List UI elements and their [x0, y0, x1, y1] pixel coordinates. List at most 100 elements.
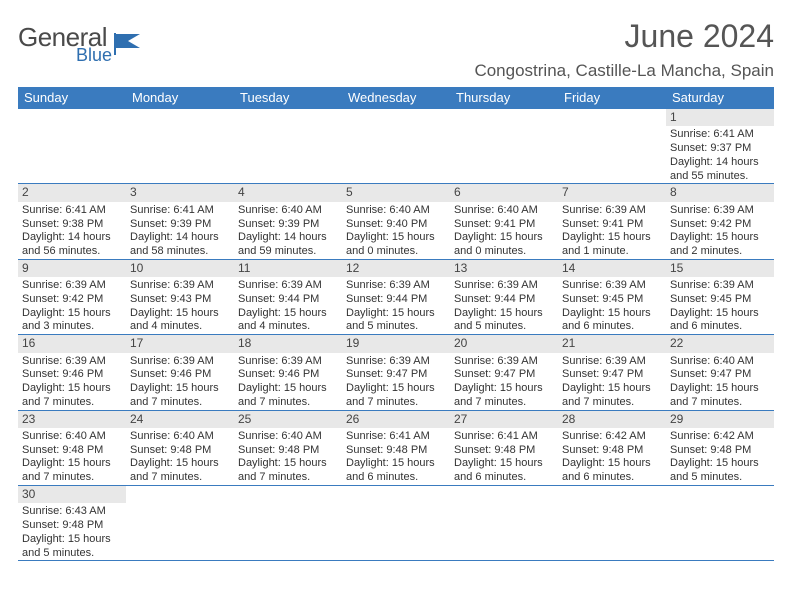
day-info: Sunrise: 6:41 AMSunset: 9:38 PMDaylight:… [18, 202, 126, 259]
sunset-text: Sunset: 9:48 PM [238, 444, 338, 458]
sunrise-text: Sunrise: 6:39 AM [22, 355, 122, 369]
day-header: Thursday [450, 87, 558, 109]
day-number: 9 [18, 260, 126, 277]
sunset-text: Sunset: 9:46 PM [130, 368, 230, 382]
calendar-cell: 1Sunrise: 6:41 AMSunset: 9:37 PMDaylight… [666, 109, 774, 183]
sunset-text: Sunset: 9:45 PM [670, 293, 770, 307]
daylight-text: Daylight: 15 hours and 7 minutes. [22, 382, 122, 410]
calendar-cell: 7Sunrise: 6:39 AMSunset: 9:41 PMDaylight… [558, 184, 666, 258]
sunrise-text: Sunrise: 6:39 AM [22, 279, 122, 293]
day-number: 20 [450, 335, 558, 352]
day-number: 1 [666, 109, 774, 126]
sunset-text: Sunset: 9:45 PM [562, 293, 662, 307]
location-text: Congostrina, Castille-La Mancha, Spain [474, 61, 774, 81]
day-info: Sunrise: 6:39 AMSunset: 9:44 PMDaylight:… [342, 277, 450, 334]
calendar-cell [558, 109, 666, 183]
calendar-cell: 27Sunrise: 6:41 AMSunset: 9:48 PMDayligh… [450, 411, 558, 485]
day-number: 6 [450, 184, 558, 201]
sunset-text: Sunset: 9:47 PM [454, 368, 554, 382]
daylight-text: Daylight: 15 hours and 5 minutes. [670, 457, 770, 485]
sunrise-text: Sunrise: 6:39 AM [670, 204, 770, 218]
daylight-text: Daylight: 15 hours and 7 minutes. [670, 382, 770, 410]
sunset-text: Sunset: 9:41 PM [562, 218, 662, 232]
day-info: Sunrise: 6:40 AMSunset: 9:40 PMDaylight:… [342, 202, 450, 259]
day-info: Sunrise: 6:41 AMSunset: 9:39 PMDaylight:… [126, 202, 234, 259]
calendar-cell [126, 109, 234, 183]
sunset-text: Sunset: 9:39 PM [238, 218, 338, 232]
week-row: 23Sunrise: 6:40 AMSunset: 9:48 PMDayligh… [18, 411, 774, 486]
daylight-text: Daylight: 14 hours and 55 minutes. [670, 156, 770, 184]
daylight-text: Daylight: 14 hours and 59 minutes. [238, 231, 338, 259]
calendar-cell: 8Sunrise: 6:39 AMSunset: 9:42 PMDaylight… [666, 184, 774, 258]
sunset-text: Sunset: 9:40 PM [346, 218, 446, 232]
daylight-text: Daylight: 15 hours and 5 minutes. [22, 533, 122, 561]
day-header: Monday [126, 87, 234, 109]
daylight-text: Daylight: 15 hours and 0 minutes. [454, 231, 554, 259]
calendar-cell: 13Sunrise: 6:39 AMSunset: 9:44 PMDayligh… [450, 260, 558, 334]
day-info: Sunrise: 6:39 AMSunset: 9:45 PMDaylight:… [666, 277, 774, 334]
daylight-text: Daylight: 15 hours and 5 minutes. [454, 307, 554, 335]
day-number: 18 [234, 335, 342, 352]
calendar-cell: 12Sunrise: 6:39 AMSunset: 9:44 PMDayligh… [342, 260, 450, 334]
sunrise-text: Sunrise: 6:40 AM [238, 430, 338, 444]
sunset-text: Sunset: 9:48 PM [670, 444, 770, 458]
sunset-text: Sunset: 9:43 PM [130, 293, 230, 307]
flag-icon [114, 33, 144, 55]
daylight-text: Daylight: 15 hours and 7 minutes. [130, 382, 230, 410]
sunset-text: Sunset: 9:38 PM [22, 218, 122, 232]
day-info: Sunrise: 6:41 AMSunset: 9:48 PMDaylight:… [450, 428, 558, 485]
calendar-cell: 17Sunrise: 6:39 AMSunset: 9:46 PMDayligh… [126, 335, 234, 409]
sunset-text: Sunset: 9:48 PM [22, 444, 122, 458]
day-info: Sunrise: 6:40 AMSunset: 9:48 PMDaylight:… [18, 428, 126, 485]
sunset-text: Sunset: 9:46 PM [238, 368, 338, 382]
sunset-text: Sunset: 9:48 PM [22, 519, 122, 533]
day-info: Sunrise: 6:39 AMSunset: 9:42 PMDaylight:… [18, 277, 126, 334]
day-number: 7 [558, 184, 666, 201]
calendar-cell [234, 109, 342, 183]
day-number: 21 [558, 335, 666, 352]
daylight-text: Daylight: 15 hours and 7 minutes. [130, 457, 230, 485]
calendar-cell [234, 486, 342, 560]
calendar-cell: 30Sunrise: 6:43 AMSunset: 9:48 PMDayligh… [18, 486, 126, 560]
day-number: 14 [558, 260, 666, 277]
day-number [234, 109, 342, 126]
sunrise-text: Sunrise: 6:40 AM [130, 430, 230, 444]
sunset-text: Sunset: 9:41 PM [454, 218, 554, 232]
day-number: 17 [126, 335, 234, 352]
daylight-text: Daylight: 15 hours and 7 minutes. [454, 382, 554, 410]
sunset-text: Sunset: 9:48 PM [346, 444, 446, 458]
day-number: 13 [450, 260, 558, 277]
logo-text-blue: Blue [76, 47, 112, 63]
day-info: Sunrise: 6:39 AMSunset: 9:47 PMDaylight:… [558, 353, 666, 410]
sunrise-text: Sunrise: 6:39 AM [562, 279, 662, 293]
daylight-text: Daylight: 15 hours and 1 minute. [562, 231, 662, 259]
calendar-cell: 14Sunrise: 6:39 AMSunset: 9:45 PMDayligh… [558, 260, 666, 334]
day-info: Sunrise: 6:40 AMSunset: 9:48 PMDaylight:… [234, 428, 342, 485]
calendar-cell: 29Sunrise: 6:42 AMSunset: 9:48 PMDayligh… [666, 411, 774, 485]
sunrise-text: Sunrise: 6:39 AM [454, 355, 554, 369]
day-header: Saturday [666, 87, 774, 109]
day-number [126, 486, 234, 503]
calendar-cell: 21Sunrise: 6:39 AMSunset: 9:47 PMDayligh… [558, 335, 666, 409]
sunset-text: Sunset: 9:44 PM [454, 293, 554, 307]
calendar-cell: 2Sunrise: 6:41 AMSunset: 9:38 PMDaylight… [18, 184, 126, 258]
week-row: 2Sunrise: 6:41 AMSunset: 9:38 PMDaylight… [18, 184, 774, 259]
day-number [450, 109, 558, 126]
day-header: Sunday [18, 87, 126, 109]
calendar-cell: 25Sunrise: 6:40 AMSunset: 9:48 PMDayligh… [234, 411, 342, 485]
sunrise-text: Sunrise: 6:41 AM [130, 204, 230, 218]
day-info: Sunrise: 6:39 AMSunset: 9:47 PMDaylight:… [450, 353, 558, 410]
day-number: 24 [126, 411, 234, 428]
sunrise-text: Sunrise: 6:41 AM [454, 430, 554, 444]
daylight-text: Daylight: 15 hours and 7 minutes. [562, 382, 662, 410]
title-block: June 2024 Congostrina, Castille-La Manch… [474, 18, 774, 81]
sunset-text: Sunset: 9:47 PM [562, 368, 662, 382]
day-number: 12 [342, 260, 450, 277]
calendar-cell: 4Sunrise: 6:40 AMSunset: 9:39 PMDaylight… [234, 184, 342, 258]
day-info: Sunrise: 6:43 AMSunset: 9:48 PMDaylight:… [18, 503, 126, 560]
day-number: 23 [18, 411, 126, 428]
calendar-cell: 6Sunrise: 6:40 AMSunset: 9:41 PMDaylight… [450, 184, 558, 258]
sunrise-text: Sunrise: 6:39 AM [346, 279, 446, 293]
sunrise-text: Sunrise: 6:42 AM [562, 430, 662, 444]
calendar-cell: 19Sunrise: 6:39 AMSunset: 9:47 PMDayligh… [342, 335, 450, 409]
